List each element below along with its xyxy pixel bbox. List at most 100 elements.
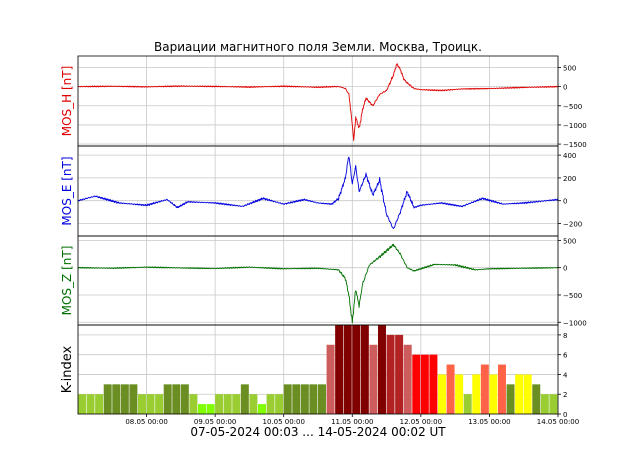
k-index-bar: [163, 384, 172, 414]
k-index-bar: [240, 384, 249, 414]
k-index-bar: [249, 394, 258, 414]
y-tick-label: −500: [563, 292, 582, 300]
k-index-bar: [198, 404, 206, 414]
y-tick-label: 2: [563, 391, 567, 399]
k-index-bar: [446, 364, 455, 414]
y-tick-label: 200: [563, 175, 576, 183]
k-index-bar: [112, 384, 121, 414]
k-index-bar: [378, 325, 386, 414]
k-index-bar: [489, 374, 498, 414]
k-index-bar: [120, 384, 129, 414]
panel-frame: [77, 324, 559, 415]
k-index-bar: [369, 344, 378, 414]
k-index-bar: [309, 384, 318, 414]
panel-mos-z: 500 0 −500 −1000 MOS_Z [nT]: [60, 235, 587, 327]
k-index-bar: [318, 384, 326, 414]
k-index-bar: [506, 384, 515, 414]
panel-frame: [77, 145, 559, 237]
k-index-bar: [275, 394, 284, 414]
y-tick-label: −1500: [563, 141, 587, 149]
k-index-bar: [78, 394, 86, 414]
k-index-bar: [283, 384, 292, 414]
k-index-bar: [420, 354, 429, 414]
k-index-bar: [335, 325, 344, 414]
k-index-bar: [189, 394, 198, 414]
y-tick-label: −1000: [563, 122, 587, 130]
y-tick-label: 400: [563, 152, 576, 160]
y-tick-label: 500: [563, 237, 576, 245]
k-index-bar: [472, 374, 481, 414]
y-tick-label: 4: [563, 371, 568, 379]
k-index-bar: [480, 364, 489, 414]
k-index-bar: [129, 384, 138, 414]
k-index-bar: [258, 404, 266, 414]
panel-frame: [77, 235, 559, 326]
y-tick-label: 0: [563, 84, 567, 92]
chart-title: Вариации магнитного поля Земли. Москва, …: [154, 40, 482, 54]
y-axis-label: MOS_Z [nT]: [60, 246, 74, 316]
k-index-bar: [352, 325, 361, 414]
k-index-bar: [138, 394, 146, 414]
k-index-bar: [223, 394, 232, 414]
k-index-bar: [429, 354, 438, 414]
panel-frame: [77, 55, 559, 147]
y-axis-label: MOS_H [nT]: [60, 66, 74, 137]
y-tick-label: 0: [563, 411, 567, 419]
x-tick-label: 12.05 00:00: [400, 418, 442, 426]
y-tick-label: −200: [563, 220, 582, 228]
k-index-bar: [523, 374, 532, 414]
x-tick-label: 10.05 00:00: [262, 418, 304, 426]
y-tick-label: −1000: [563, 319, 587, 327]
y-axis-label: K-index: [60, 345, 75, 393]
k-index-bar: [532, 384, 541, 414]
k-index-bar: [455, 374, 464, 414]
y-tick-label: 0: [563, 265, 567, 273]
series-line: [77, 156, 559, 229]
k-index-bar: [206, 404, 215, 414]
x-tick-label: 14.05 00:00: [537, 418, 579, 426]
k-index-bar: [103, 384, 112, 414]
k-index-bar: [300, 384, 309, 414]
k-index-bar: [155, 394, 164, 414]
series-line: [77, 63, 558, 141]
k-index-bar: [438, 374, 446, 414]
y-axis-label: MOS_E [nT]: [60, 156, 74, 225]
k-index-bar: [498, 364, 506, 414]
k-index-bar: [395, 334, 404, 414]
k-index-bar: [266, 394, 275, 414]
k-index-bar: [515, 374, 524, 414]
y-tick-label: 500: [563, 64, 576, 72]
k-index-bar: [326, 344, 335, 414]
y-tick-label: 0: [563, 198, 567, 206]
series-line: [77, 243, 559, 324]
y-tick-label: −500: [563, 103, 582, 111]
x-axis-label: 07-05-2024 00:03 ... 14-05-2024 00:02 UT: [190, 425, 446, 439]
x-tick-label: 13.05 00:00: [468, 418, 510, 426]
k-index-bar: [180, 384, 189, 414]
panel-mos-e: 400 200 0 −200 MOS_E [nT]: [60, 145, 582, 237]
k-index-bar: [215, 394, 224, 414]
k-index-bar: [412, 354, 421, 414]
x-tick-label: 08.05 00:00: [125, 418, 167, 426]
k-index-bar: [386, 334, 395, 414]
k-index-bar: [403, 344, 412, 414]
k-index-bar: [146, 394, 155, 414]
k-index-bar: [95, 394, 104, 414]
panel-mos-h: 500 0 −500 −1000 −1500 MOS_H [nT]: [60, 55, 587, 149]
y-tick-label: 6: [563, 352, 568, 360]
y-tick-label: 8: [563, 332, 567, 340]
k-index-bar: [86, 394, 95, 414]
k-index-bar: [549, 394, 558, 414]
k-index-bar: [463, 394, 472, 414]
k-index-bar: [292, 384, 301, 414]
k-index-bar: [360, 325, 369, 414]
x-tick-label: 11.05 00:00: [331, 418, 373, 426]
k-index-bar: [540, 394, 549, 414]
k-index-bar: [172, 384, 181, 414]
k-index-bar: [232, 394, 241, 414]
k-index-bar: [343, 325, 352, 414]
panel-k-index: 0 2 4 6 8 K-index: [60, 324, 568, 419]
x-tick-label: 09.05 00:00: [194, 418, 236, 426]
